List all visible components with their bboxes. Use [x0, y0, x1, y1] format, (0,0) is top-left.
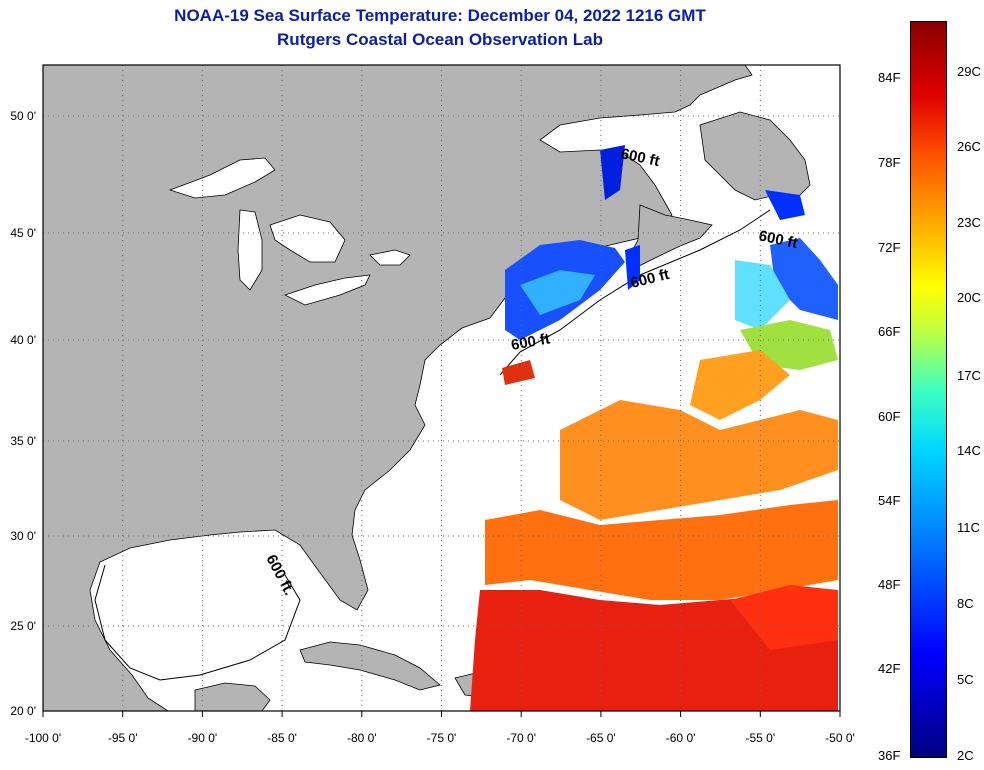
longitude-label: -75 0' [427, 731, 457, 745]
celsius-label: 8C [957, 596, 974, 611]
fahrenheit-label: 84F [878, 70, 901, 85]
longitude-label: -80 0' [347, 731, 377, 745]
temperature-colorbar [910, 21, 947, 758]
fahrenheit-label: 72F [878, 240, 901, 255]
map-title: NOAA-19 Sea Surface Temperature: Decembe… [174, 6, 706, 25]
latitude-label: 25 0' [10, 619, 36, 633]
celsius-label: 2C [957, 748, 974, 763]
longitude-labels: -100 0' -95 0' -90 0' -85 0' -80 0' -75 0' -70… [25, 711, 855, 745]
latitude-label: 45 0' [10, 226, 36, 240]
celsius-label: 11C [957, 520, 980, 535]
longitude-label: -65 0' [586, 731, 616, 745]
latitude-label: 50 0' [10, 109, 36, 123]
map-subtitle: Rutgers Coastal Ocean Observation Lab [277, 30, 603, 49]
longitude-label: -85 0' [267, 731, 297, 745]
fahrenheit-label: 42F [878, 661, 901, 676]
celsius-label: 29C [957, 64, 981, 79]
latitude-labels: 50 0' 45 0' 40 0' 35 0' 30 0' 25 0' 20 0' [10, 109, 36, 718]
land-cuba [299, 641, 441, 691]
sst-data [470, 145, 838, 711]
longitude-label: -95 0' [108, 731, 138, 745]
fahrenheit-label: 54F [878, 493, 901, 508]
celsius-label: 26C [957, 139, 981, 154]
longitude-label: -90 0' [188, 731, 218, 745]
longitude-label: -60 0' [666, 731, 696, 745]
longitude-label: -50 0' [825, 731, 855, 745]
isobath-label: 600 ft [510, 330, 552, 354]
fahrenheit-label: 36F [878, 748, 901, 763]
latitude-label: 30 0' [10, 529, 36, 543]
longitude-label: -100 0' [25, 731, 61, 745]
fahrenheit-label: 48F [878, 577, 901, 592]
celsius-label: 23C [957, 215, 981, 230]
land-north-america [42, 64, 753, 712]
longitude-label: -70 0' [506, 731, 536, 745]
celsius-label: 14C [957, 443, 981, 458]
celsius-label: 20C [957, 290, 981, 305]
celsius-label: 17C [957, 368, 981, 383]
celsius-label: 5C [957, 672, 974, 687]
latitude-label: 40 0' [10, 333, 36, 347]
great-lakes [168, 157, 411, 306]
fahrenheit-label: 78F [878, 155, 901, 170]
longitude-label: -55 0' [745, 731, 775, 745]
latitude-label: 35 0' [10, 434, 36, 448]
sst-map: 600 ft 600 ft 600 ft 600 ft 600 ft. -100… [10, 64, 855, 745]
fahrenheit-label: 60F [878, 409, 901, 424]
latitude-label: 20 0' [10, 704, 36, 718]
fahrenheit-label: 66F [878, 324, 901, 339]
